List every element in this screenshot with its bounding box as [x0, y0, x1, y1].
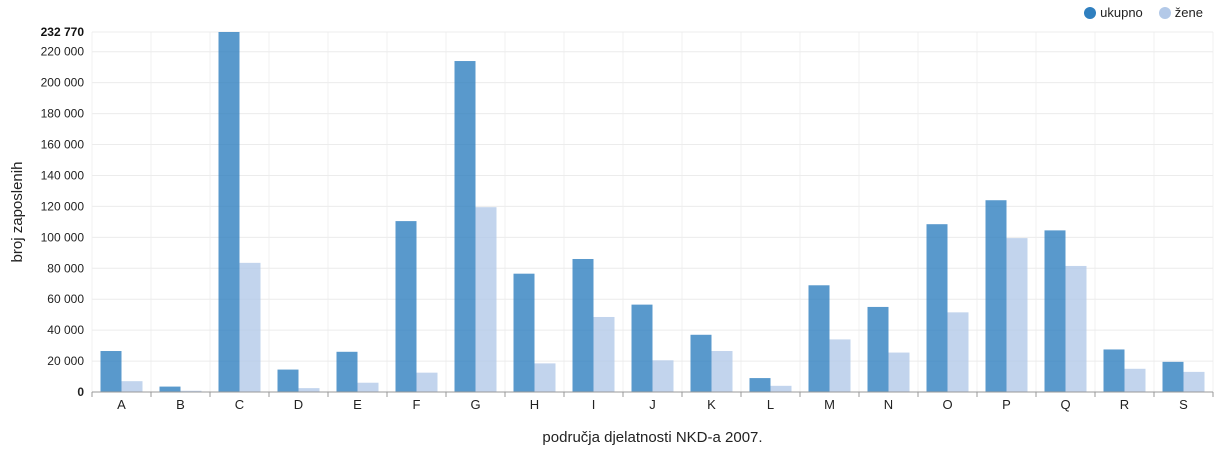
bar-ukupno: [513, 273, 535, 392]
bar-ukupno: [749, 378, 771, 392]
bar-zene: [652, 360, 674, 392]
x-tick-label: G: [470, 397, 480, 412]
legend-item-zene[interactable]: žene: [1158, 5, 1203, 20]
bar-zene: [1124, 368, 1146, 392]
bar-zene: [1006, 238, 1028, 392]
legend-swatch-zene: [1158, 6, 1171, 19]
bar-ukupno: [218, 32, 240, 392]
bar-ukupno: [1162, 361, 1184, 392]
bar-zene: [239, 262, 261, 392]
y-tick-label: 20 000: [47, 354, 84, 368]
legend-label-ukupno: ukupno: [1100, 5, 1143, 20]
x-tick-label: D: [294, 397, 303, 412]
y-tick-label: 220 000: [41, 45, 85, 59]
x-tick-label: A: [117, 397, 126, 412]
x-tick-label: C: [235, 397, 244, 412]
x-tick-label: P: [1002, 397, 1011, 412]
bar-ukupno: [926, 224, 948, 392]
x-tick-label: S: [1179, 397, 1188, 412]
y-tick-label: 80 000: [47, 261, 84, 275]
x-tick-label: K: [707, 397, 716, 412]
bar-zene: [711, 351, 733, 392]
x-tick-label: Q: [1060, 397, 1070, 412]
x-tick-label: L: [767, 397, 774, 412]
bar-zene: [888, 352, 910, 392]
x-tick-label: O: [942, 397, 952, 412]
y-axis-title: broj zaposlenih: [9, 162, 26, 263]
legend: ukupno žene: [1084, 5, 1203, 20]
bar-ukupno: [1103, 349, 1125, 392]
x-tick-label: E: [353, 397, 362, 412]
y-tick-label: 200 000: [41, 76, 85, 90]
x-tick-label: J: [649, 397, 656, 412]
y-tick-label: 120 000: [41, 199, 85, 213]
bar-zene: [357, 382, 379, 392]
bar-ukupno: [100, 351, 122, 392]
legend-label-zene: žene: [1174, 5, 1203, 20]
bar-ukupno: [395, 221, 417, 392]
bar-zene: [475, 207, 497, 392]
bar-ukupno: [690, 334, 712, 392]
x-tick-label: N: [884, 397, 893, 412]
bar-ukupno: [808, 285, 830, 392]
bar-ukupno: [159, 386, 181, 392]
x-tick-label: M: [824, 397, 835, 412]
x-axis-title: područja djelatnosti NKD-a 2007.: [542, 429, 762, 446]
bar-ukupno: [985, 200, 1007, 392]
bar-zene: [770, 385, 792, 392]
bar-ukupno: [631, 304, 653, 392]
y-tick-label: 40 000: [47, 323, 84, 337]
bar-ukupno: [277, 369, 299, 392]
y-tick-label: 60 000: [47, 292, 84, 306]
bar-zene: [1183, 371, 1205, 392]
bar-zene: [593, 316, 615, 392]
x-tick-label: F: [413, 397, 421, 412]
bar-zene: [534, 363, 556, 392]
y-tick-label: 180 000: [41, 107, 85, 121]
bar-zene: [180, 390, 202, 392]
x-tick-label: B: [176, 397, 185, 412]
y-tick-label: 140 000: [41, 168, 85, 182]
bar-ukupno: [454, 61, 476, 393]
bar-zene: [416, 372, 438, 392]
bar-zene: [1065, 265, 1087, 392]
legend-item-ukupno[interactable]: ukupno: [1084, 5, 1143, 20]
bar-ukupno: [1044, 230, 1066, 392]
bar-ukupno: [336, 351, 358, 392]
y-tick-label: 100 000: [41, 230, 85, 244]
x-tick-label: H: [530, 397, 539, 412]
bar-zene: [121, 381, 143, 392]
x-tick-label: R: [1120, 397, 1129, 412]
bar-zene: [298, 388, 320, 392]
bar-ukupno: [572, 258, 594, 392]
bar-ukupno: [867, 306, 889, 392]
x-tick-label: I: [592, 397, 596, 412]
y-tick-label: 0: [77, 385, 84, 399]
y-tick-label: 160 000: [41, 138, 85, 152]
bar-zene: [947, 312, 969, 392]
bar-zene: [829, 339, 851, 392]
legend-swatch-ukupno: [1084, 6, 1097, 19]
y-max-label: 232 770: [41, 25, 85, 39]
